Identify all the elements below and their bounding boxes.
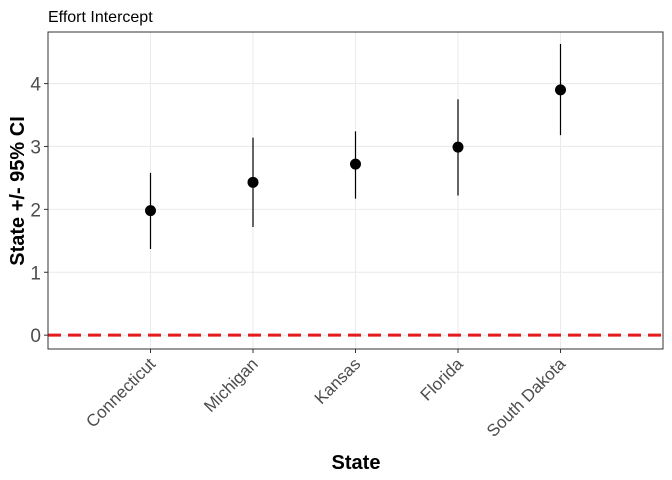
- x-tick-label: Connecticut: [82, 354, 159, 431]
- data-point: [452, 141, 464, 153]
- x-axis-label: State: [332, 452, 381, 474]
- x-axis: Connecticut Michigan Kansas Florida South Da…: [82, 349, 570, 441]
- y-tick-label: 3: [30, 137, 41, 158]
- x-tick-label: Florida: [417, 354, 468, 405]
- data-point: [145, 205, 156, 217]
- data-point: [350, 158, 361, 170]
- points: [145, 84, 566, 217]
- y-axis-label: State +/- 95% CI: [7, 116, 29, 266]
- x-tick-label: Michigan: [200, 354, 262, 416]
- data-point: [555, 84, 566, 96]
- chart-title: Effort Intercept: [48, 9, 153, 26]
- y-tick-label: 4: [30, 75, 41, 96]
- y-tick-label: 0: [30, 326, 41, 347]
- y-tick-label: 1: [30, 263, 41, 284]
- y-axis: 0 1 2 3 4: [30, 75, 48, 347]
- x-tick-label: South Dakota: [483, 354, 570, 441]
- x-tick-label: Kansas: [311, 354, 365, 408]
- data-point: [247, 176, 259, 188]
- y-tick-label: 2: [30, 200, 41, 221]
